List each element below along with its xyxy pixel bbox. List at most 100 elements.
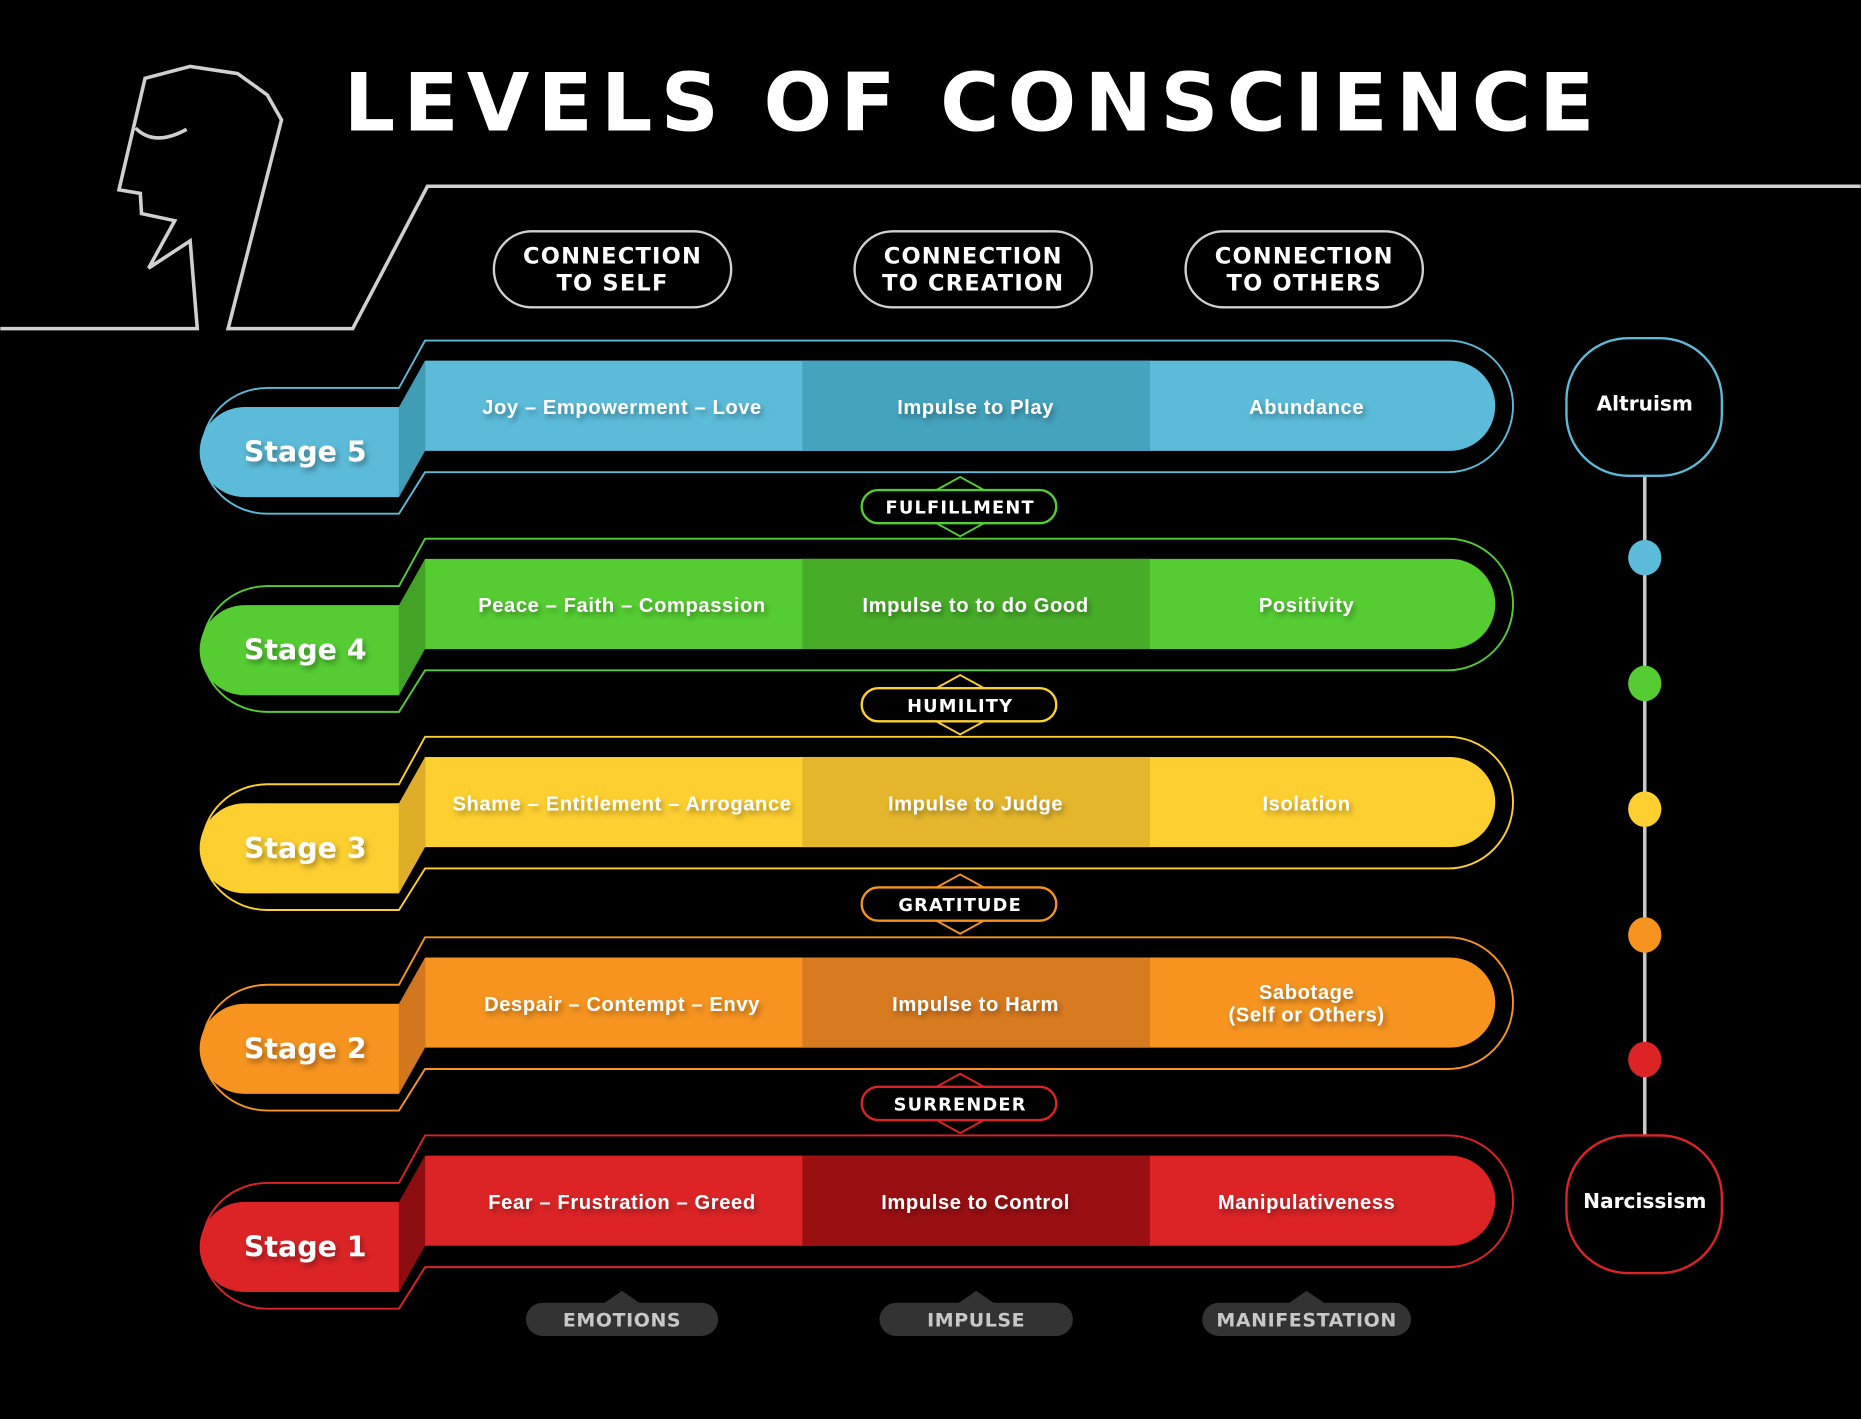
impulse-cell [802,558,1150,649]
manifestation-text: (Self or Others) [1228,1005,1384,1027]
stage-outline [201,537,1514,713]
stage-row: Stage 2 Despair – Contempt – Envy Impulse … [199,936,1514,1112]
connector-pill [860,886,1058,922]
page-title: LEVELS OF CONSCIENCE [344,57,1603,151]
stage-label: Stage 5 [244,436,367,469]
impulse-text: Impulse to Play [897,397,1054,419]
scale-node-label: Altruism [1597,392,1693,416]
connector-label: HUMILITY [860,674,1058,736]
stage-bevel [398,360,426,498]
connector-label: SURRENDER [860,1072,1058,1135]
header-line1: CONNECTION [884,243,1063,269]
connector-text: HUMILITY [907,696,1013,717]
scale-bottom-node: Narcissism [1565,1134,1724,1275]
column-footer-label: MANIFESTATION [1202,1290,1412,1336]
header-pill [853,230,1094,309]
impulse-text: Impulse to Harm [892,994,1059,1016]
impulse-cell [802,957,1150,1048]
header-line2: TO SELF [557,271,669,297]
footer-text: MANIFESTATION [1216,1309,1396,1331]
connector-pill [860,686,1058,723]
stage-label: Stage 2 [244,1032,367,1065]
scale-dot [1628,917,1662,953]
footer-pill [1202,1302,1412,1336]
manifestation-text: Sabotage [1259,982,1354,1004]
scale-node-shape [1565,336,1724,477]
impulse-cell [802,756,1150,848]
chevron-up-icon [935,1072,985,1088]
manifestation-text: Manipulativeness [1218,1192,1396,1214]
impulse-cell [802,1155,1150,1246]
header-line1: CONNECTION [1215,243,1394,269]
head-profile-icon [0,64,1861,331]
stage-label: Stage 3 [244,832,367,865]
stage-pill [199,406,399,498]
column-footer-label: IMPULSE [879,1290,1073,1336]
scale-node-shape [1565,1134,1724,1275]
manifestation-text: Positivity [1259,595,1355,617]
header-pill [492,230,733,309]
scale-node-label: Narcissism [1583,1189,1706,1213]
stage-row: Stage 4 Peace – Faith – Compassion Impulse… [199,537,1514,713]
scale-dot [1628,665,1662,702]
stage-row: Stage 3 Shame – Entitlement – Arrogance Im… [199,735,1514,911]
stage-outline [201,735,1514,911]
connector-text: GRATITUDE [898,895,1022,916]
emotions-text: Fear – Frustration – Greed [488,1192,755,1214]
header-pill [1184,230,1425,309]
chevron-up-icon [935,674,985,689]
stage-row: Stage 5 Joy – Empowerment – Love Impulse t… [199,339,1514,515]
emotions-text: Shame – Entitlement – Arrogance [452,793,791,815]
connector-text: SURRENDER [894,1095,1027,1116]
emotions-text: Despair – Contempt – Envy [484,994,760,1016]
manifestation-text: Abundance [1249,397,1364,419]
stage-outline [201,936,1514,1112]
pointer-up-icon [957,1290,996,1304]
stage-bevel [398,1155,426,1293]
stage-outline [201,1134,1514,1310]
connector-pill [860,1085,1058,1122]
stage-outline [201,339,1514,515]
footer-text: IMPULSE [927,1309,1025,1331]
connector-pill [860,488,1058,525]
stage-label: Stage 4 [244,634,367,667]
connector-label: GRATITUDE [860,873,1058,935]
stage-bevel [398,558,426,696]
stage-pill [199,1201,399,1293]
stage-label: Stage 1 [244,1230,367,1263]
footer-pill [525,1302,719,1336]
header-line1: CONNECTION [523,243,702,269]
chevron-up-icon [935,873,985,889]
stage-pill [199,605,399,696]
footer-pill [879,1302,1073,1336]
footer-text: EMOTIONS [563,1309,681,1331]
chevron-up-icon [935,475,985,491]
chevron-down-icon [935,522,985,538]
scale-dot [1628,1041,1662,1078]
scale-top-node: Altruism [1565,336,1724,477]
chevron-down-icon [935,1119,985,1135]
manifestation-text: Isolation [1262,793,1350,815]
connector-text: FULFILLMENT [886,498,1035,519]
pointer-up-icon [603,1290,642,1304]
impulse-text: Impulse to Judge [888,793,1063,815]
header-line2: TO OTHERS [1227,271,1382,297]
header-line2: TO CREATION [882,271,1064,297]
emotions-text: Peace – Faith – Compassion [478,595,766,617]
stage-pill [199,803,399,894]
stage-bevel [398,957,426,1094]
impulse-text: Impulse to Control [881,1192,1070,1214]
chevron-down-icon [935,919,985,935]
emotions-text: Joy – Empowerment – Love [482,397,762,419]
pointer-up-icon [1287,1290,1326,1304]
impulse-cell [802,360,1150,451]
chevron-down-icon [935,720,985,736]
connector-label: FULFILLMENT [860,475,1058,538]
stage-pill [199,1003,399,1094]
column-footer-label: EMOTIONS [525,1290,719,1336]
scale-dot [1628,791,1662,827]
